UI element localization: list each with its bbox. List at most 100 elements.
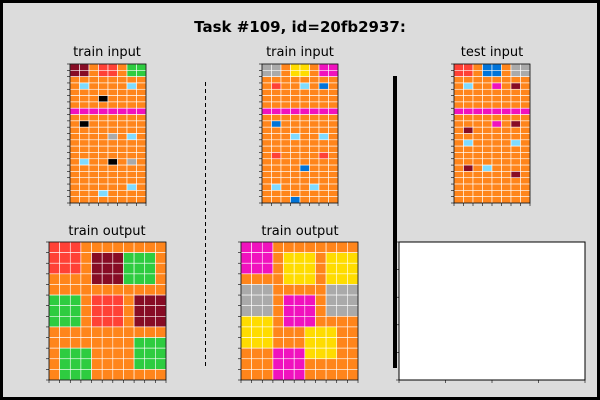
grid-cell bbox=[117, 126, 128, 134]
grid-cell bbox=[117, 171, 128, 179]
grid-cell bbox=[123, 337, 135, 349]
grid-cell bbox=[69, 95, 80, 103]
grid-cell bbox=[280, 120, 291, 128]
grid-cell bbox=[472, 82, 483, 90]
grid-cell bbox=[80, 326, 92, 338]
grid-cell bbox=[69, 241, 82, 253]
grid-cell bbox=[79, 82, 90, 90]
grid-cell bbox=[101, 273, 114, 285]
grid-cell bbox=[472, 70, 483, 77]
grid-cell bbox=[69, 145, 80, 153]
grid-cell bbox=[463, 158, 474, 166]
grid-cell bbox=[271, 82, 282, 90]
grid-cell bbox=[98, 63, 109, 71]
grid-cell bbox=[472, 120, 483, 128]
grid-cell bbox=[482, 76, 493, 84]
grid-cell bbox=[309, 145, 320, 153]
grid-cell bbox=[123, 241, 135, 253]
grid-cell bbox=[491, 145, 502, 153]
grid-cell bbox=[98, 145, 109, 153]
grid-cell bbox=[520, 145, 531, 153]
grid-cell bbox=[136, 196, 147, 204]
grid-cell bbox=[290, 152, 301, 160]
grid-cell bbox=[107, 101, 118, 109]
grid-cell bbox=[293, 369, 306, 381]
grid-cell bbox=[318, 164, 329, 172]
grid-cell bbox=[98, 139, 109, 147]
grid-cell bbox=[261, 294, 274, 306]
grid-cell bbox=[304, 294, 316, 306]
train-output-1-grid bbox=[46, 241, 167, 383]
grid-cell bbox=[79, 95, 90, 103]
grid-cell bbox=[101, 337, 114, 349]
grid-cell bbox=[107, 126, 118, 134]
grid-border bbox=[69, 63, 147, 204]
grid-cell bbox=[290, 114, 301, 122]
grid-cell bbox=[48, 337, 60, 349]
grid-cell bbox=[520, 63, 531, 71]
grid-cell bbox=[280, 196, 291, 204]
grid-cell bbox=[272, 294, 284, 306]
grid-cell bbox=[293, 262, 306, 275]
grid-cell bbox=[79, 63, 90, 71]
grid-cell bbox=[510, 126, 521, 134]
grid-cell bbox=[283, 284, 295, 296]
grid-cell bbox=[482, 88, 493, 96]
grid-cell bbox=[101, 284, 114, 296]
grid-cell bbox=[98, 152, 109, 160]
grid-cell bbox=[261, 183, 272, 191]
grid-cell bbox=[136, 145, 147, 153]
grid-cell bbox=[347, 316, 359, 328]
grid-cell bbox=[325, 252, 338, 264]
grid-cell bbox=[136, 88, 147, 96]
grid-cell bbox=[299, 171, 310, 179]
grid-cell bbox=[144, 369, 156, 381]
grid-cell bbox=[501, 82, 512, 90]
grid-cell bbox=[136, 101, 147, 109]
grid-cell bbox=[107, 76, 118, 84]
grid-cell bbox=[107, 107, 118, 115]
grid-cell bbox=[126, 76, 137, 84]
grid-cell bbox=[309, 171, 320, 179]
grid-cell bbox=[112, 337, 124, 349]
grid-cell bbox=[88, 70, 99, 77]
grid-cell bbox=[126, 133, 137, 141]
grid-cell bbox=[261, 369, 274, 381]
grid-cell bbox=[280, 158, 291, 166]
grid-cell bbox=[88, 171, 99, 179]
grid-cell bbox=[271, 88, 282, 96]
grid-cell bbox=[112, 316, 124, 328]
grid-cell bbox=[69, 369, 82, 381]
grid-cell bbox=[117, 76, 128, 84]
grid-cell bbox=[107, 171, 118, 179]
grid-cell bbox=[336, 294, 348, 306]
grid-cell bbox=[309, 76, 320, 84]
grid-cell bbox=[155, 262, 167, 275]
grid-cell bbox=[126, 70, 137, 77]
grid-cell bbox=[271, 164, 282, 172]
grid-cell bbox=[107, 152, 118, 160]
grid-cell bbox=[315, 252, 327, 264]
grid-cell bbox=[240, 316, 252, 328]
grid-cell bbox=[290, 164, 301, 172]
grid-cell bbox=[59, 369, 71, 381]
grid-cell bbox=[112, 284, 124, 296]
grid-cell bbox=[272, 316, 284, 328]
grid-cell bbox=[88, 145, 99, 153]
grid-cell bbox=[491, 126, 502, 134]
grid-cell bbox=[520, 70, 531, 77]
grid-cell bbox=[304, 252, 316, 264]
grid-cell bbox=[240, 347, 252, 360]
grid-cell bbox=[117, 139, 128, 147]
grid-cell bbox=[290, 107, 301, 115]
grid-cell bbox=[280, 133, 291, 141]
grid-cell bbox=[59, 358, 71, 370]
grid-cell bbox=[501, 183, 512, 191]
grid-cell bbox=[48, 241, 60, 253]
grid-cell bbox=[271, 126, 282, 134]
grid-cell bbox=[69, 262, 82, 275]
grid-cell bbox=[290, 139, 301, 147]
grid-cell bbox=[472, 145, 483, 153]
grid-cell bbox=[325, 273, 338, 285]
grid-cell bbox=[482, 164, 493, 172]
